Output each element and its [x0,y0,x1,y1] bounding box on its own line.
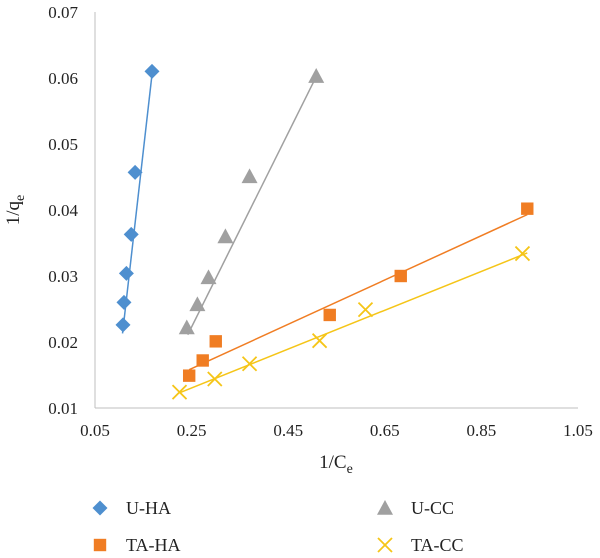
ta-cc-point [171,384,188,400]
u-cc-point [178,319,195,335]
u-ha-legend-marker [92,500,108,516]
ta-ha-point [521,202,534,215]
data-points [115,63,534,400]
u-ha-point [116,294,132,310]
ta-ha-legend-label: TA-HA [126,535,181,555]
y-tick-label: 0.02 [48,333,78,352]
ta-cc-point [241,356,258,372]
axes [94,12,578,409]
legend: U-HA U-CC TA-HA TA-CC [92,498,464,555]
x-tick-label: 0.85 [467,421,497,440]
y-tick-label: 0.01 [48,399,78,418]
y-tick-label: 0.04 [48,201,78,220]
y-tick-labels: 0.01 0.02 0.03 0.04 0.05 0.06 0.07 [48,3,78,418]
ta-cc-legend-label: TA-CC [411,535,464,555]
ta-ha-point [394,269,407,283]
ta-ha-point [323,308,336,322]
x-tick-label: 1.05 [563,421,593,440]
x-tick-label: 0.65 [370,421,400,440]
ta-cc-point [357,302,374,318]
x-axis-title: 1/Ce [319,452,353,477]
ta-cc-trendline [179,252,528,394]
ta-cc-legend-marker [377,537,393,553]
y-tick-label: 0.05 [48,135,78,154]
u-cc-point [308,68,325,83]
ta-ha-point [196,354,209,367]
ta-ha-trendline [188,213,528,371]
ta-ha-point [182,369,196,382]
x-tick-label: 0.45 [273,421,303,440]
ta-ha-point [209,335,222,348]
ta-ha-legend-marker [93,538,107,552]
u-ha-legend-label: U-HA [126,498,171,518]
y-tick-label: 0.07 [48,3,78,22]
y-tick-label: 0.06 [48,69,78,88]
u-cc-point [200,269,217,285]
u-ha-point [123,226,139,242]
x-tick-labels: 0.05 0.25 0.45 0.65 0.85 1.05 [80,421,593,440]
u-cc-legend-marker [377,500,393,515]
ta-cc-point [207,371,223,387]
ta-cc-point [311,333,328,349]
u-cc-legend-label: U-CC [411,498,454,518]
u-ha-point [115,317,131,333]
u-cc-point [189,296,206,312]
u-ha-point [118,265,134,281]
x-tick-label: 0.25 [177,421,207,440]
u-ha-point [144,63,160,79]
u-ha-point [127,164,143,180]
y-tick-label: 0.03 [48,267,78,286]
trendlines [121,66,528,394]
y-axis-title: 1/qe [3,195,28,226]
x-tick-label: 0.05 [80,421,110,440]
u-ha-trendline [121,66,154,334]
ta-cc-point [514,245,531,262]
u-cc-point [241,168,258,184]
u-cc-trendline [187,74,318,336]
u-cc-point [217,228,234,244]
